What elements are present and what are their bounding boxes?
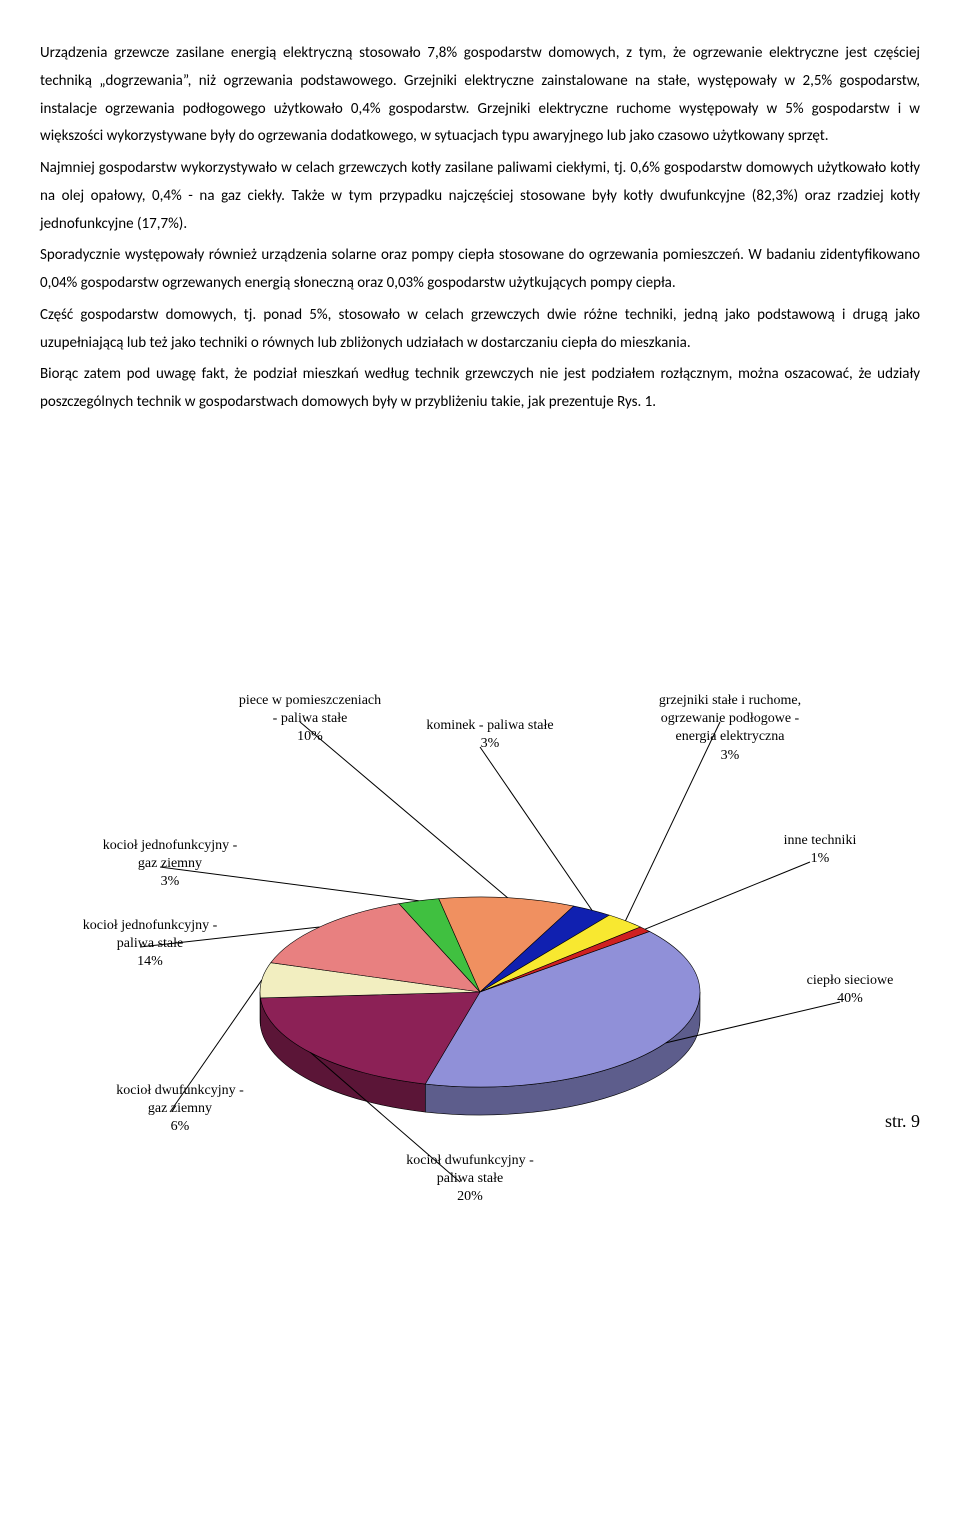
pie-chart-figure: ciepło sieciowe 40%kocioł dwufunkcyjny -…: [40, 447, 920, 1007]
pie-label: kominek - paliwa stałe 3%: [380, 717, 600, 753]
pie-label: kocioł dwufunkcyjny - paliwa stałe 20%: [360, 1152, 580, 1207]
pie-label: ciepło sieciowe 40%: [740, 972, 920, 1008]
pie-label: kocioł dwufunkcyjny - gaz ziemny 6%: [70, 1082, 290, 1137]
pie-chart-svg: ciepło sieciowe 40% kocioł dwufunkcyjny -…: [40, 672, 920, 1232]
paragraph-5: Biorąc zatem pod uwagę fakt, że podział …: [40, 361, 920, 417]
pie-label: kocioł jednofunkcyjny - gaz ziemny 3%: [60, 837, 280, 892]
pie-label: inne techniki 1%: [710, 832, 920, 868]
pie-label: grzejniki stałe i ruchome, ogrzewanie po…: [620, 692, 840, 765]
paragraph-1: Urządzenia grzewcze zasilane energią ele…: [40, 40, 920, 151]
paragraph-2: Najmniej gospodarstw wykorzystywało w ce…: [40, 155, 920, 238]
paragraph-3: Sporadycznie występowały również urządze…: [40, 242, 920, 298]
paragraph-4: Część gospodarstw domowych, tj. ponad 5%…: [40, 302, 920, 358]
